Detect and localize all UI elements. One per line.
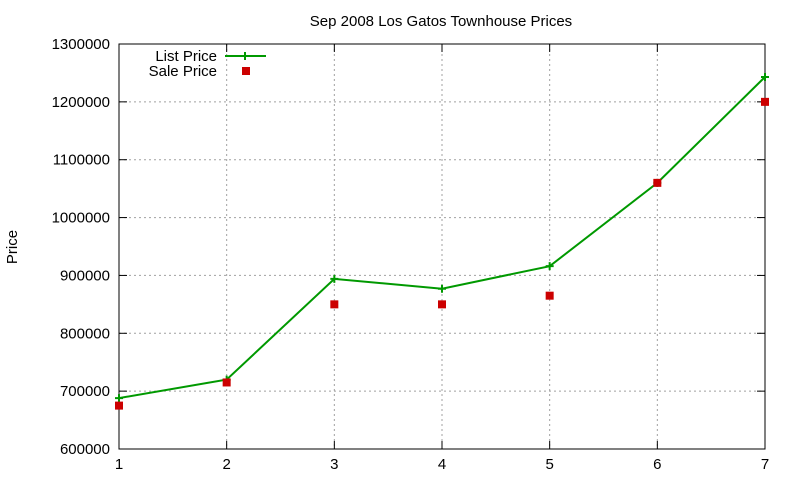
- sale-price-point: [438, 300, 446, 309]
- y-tick-label: 1000000: [52, 210, 110, 227]
- y-tick-label: 1200000: [52, 94, 110, 111]
- legend: List Price Sale Price: [149, 48, 266, 80]
- legend-label-sale-price: Sale Price: [149, 63, 217, 80]
- sale-price-point: [761, 97, 769, 106]
- tick-layer: 6000007000008000009000001000000110000012…: [52, 36, 770, 473]
- x-tick-label: 3: [330, 456, 338, 473]
- y-tick-label: 800000: [60, 325, 110, 342]
- x-tick-label: 1: [115, 456, 123, 473]
- legend-swatch-sale-price: [242, 67, 250, 75]
- sale-price-point: [653, 178, 662, 187]
- grid-layer: [119, 44, 765, 449]
- legend-marker-list-price: [241, 52, 249, 60]
- legend-label-list-price: List Price: [155, 48, 217, 65]
- list-price-point: [115, 394, 123, 403]
- sale-price-point: [545, 291, 554, 300]
- y-tick-label: 1300000: [52, 36, 110, 53]
- list-price-point: [545, 262, 554, 271]
- y-tick-label: 600000: [60, 441, 110, 458]
- list-price-point: [438, 284, 446, 293]
- y-tick-label: 700000: [60, 383, 110, 400]
- list-price-point: [330, 274, 339, 283]
- legend-plus-marker: [241, 52, 249, 60]
- x-tick-label: 5: [545, 456, 553, 473]
- y-tick-label: 1100000: [53, 152, 110, 169]
- y-axis-label: Price: [4, 230, 21, 264]
- sale-price-point: [115, 401, 123, 410]
- y-tick-label: 900000: [60, 267, 110, 284]
- x-tick-label: 4: [438, 456, 446, 473]
- list-price-point: [761, 72, 769, 81]
- x-tick-label: 2: [222, 456, 230, 473]
- sale-price-point: [222, 378, 231, 387]
- x-tick-label: 7: [761, 456, 769, 473]
- x-tick-label: 6: [653, 456, 661, 473]
- chart-title: Sep 2008 Los Gatos Townhouse Prices: [310, 13, 572, 30]
- series-layer: [115, 72, 769, 410]
- sale-price-point: [330, 300, 339, 309]
